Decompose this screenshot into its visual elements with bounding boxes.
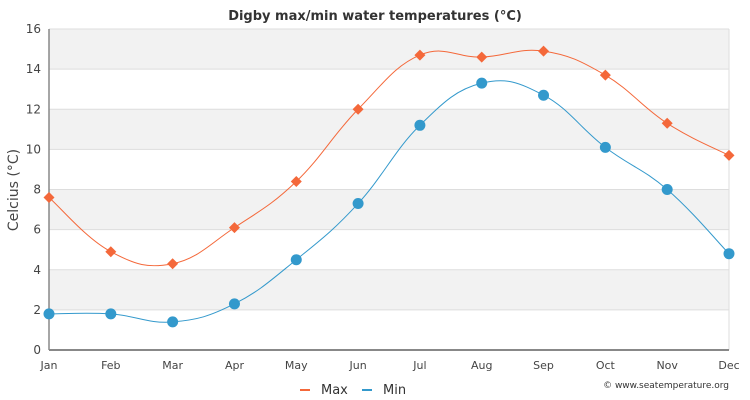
x-tick-label: Jul (412, 359, 426, 372)
data-point-min (538, 89, 550, 101)
data-point-min (599, 141, 611, 153)
plot-bands (49, 29, 729, 310)
plot-band (49, 269, 729, 310)
data-point-min (43, 308, 55, 320)
data-point-max (414, 49, 426, 61)
data-point-min (414, 119, 426, 131)
data-point-max (43, 192, 55, 204)
x-tick-label: Apr (225, 359, 245, 372)
y-tick-label: 6 (33, 223, 41, 237)
data-point-max (723, 149, 735, 161)
x-tick-label: Nov (656, 359, 678, 372)
legend-label-max: Max (321, 383, 348, 398)
x-tick-label: May (285, 359, 308, 372)
gridlines (49, 28, 729, 311)
data-point-max (228, 222, 240, 234)
y-tick-label: 16 (26, 22, 41, 36)
x-tick-label: Jun (348, 359, 366, 372)
data-point-min (105, 308, 117, 320)
legend-label-min: Min (383, 383, 406, 398)
x-tick-label: Aug (471, 359, 492, 372)
series-markers (43, 45, 735, 328)
x-tick-label: Sep (533, 359, 554, 372)
x-tick-labels: Jan Feb Mar Apr May Jun Jul Aug Sep Oct Nov Dec (40, 359, 740, 372)
plot-band (49, 29, 729, 70)
data-point-max (167, 258, 179, 270)
y-tick-label: 12 (26, 102, 41, 116)
data-point-min (476, 77, 488, 89)
y-axis-label: Celcius (°C) (6, 149, 22, 231)
y-tick-label: 2 (33, 303, 41, 317)
chart-title: Digby max/min water temperatures (°C) (228, 9, 522, 24)
credit-text: © www.seatemperature.org (603, 381, 729, 391)
y-tick-label: 14 (26, 62, 41, 76)
data-point-max (599, 69, 611, 81)
data-point-min (661, 184, 673, 195)
y-tick-labels: 0 2 4 6 8 10 12 14 16 (26, 22, 41, 357)
x-tick-label: Oct (596, 359, 616, 372)
plot-band (49, 189, 729, 230)
y-tick-label: 8 (33, 183, 41, 197)
series-line-max (48, 49, 730, 267)
plot-band (49, 109, 729, 150)
data-point-min (290, 254, 302, 266)
data-point-min (228, 298, 240, 310)
data-point-max (105, 246, 117, 258)
axes (48, 29, 730, 351)
x-tick-label: Mar (162, 359, 183, 372)
x-tick-label: Dec (718, 359, 739, 372)
y-tick-label: 4 (33, 263, 41, 277)
data-point-max (538, 45, 550, 57)
data-point-min (723, 248, 735, 260)
x-tick-label: Jan (40, 359, 58, 372)
data-point-max (476, 51, 488, 63)
data-point-max (290, 175, 302, 187)
y-tick-label: 10 (26, 142, 41, 156)
legend: Max Min (300, 383, 406, 398)
data-point-max (661, 117, 673, 129)
data-point-min (167, 316, 179, 328)
x-tick-label: Feb (101, 359, 120, 372)
y-tick-label: 0 (33, 343, 41, 357)
data-point-min (352, 198, 364, 210)
data-point-max (352, 103, 364, 115)
